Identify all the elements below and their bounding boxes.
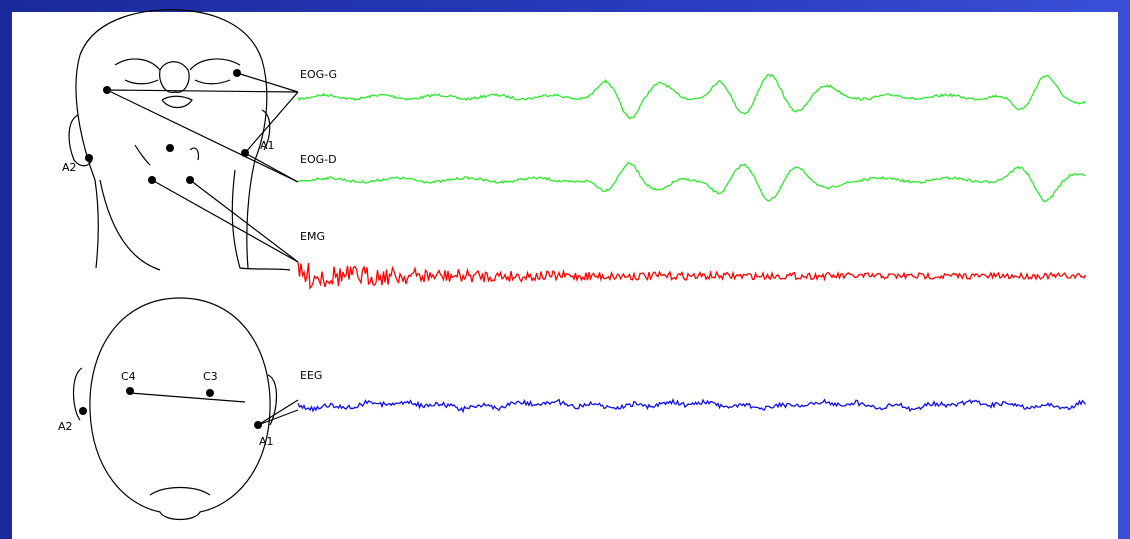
electrode-label: C3 (203, 370, 218, 383)
diagram: A2 A1 C4 C3 A2 A1 EOG-G EOG-D EMG EEG (0, 0, 1130, 539)
signal-label: EMG (300, 230, 325, 243)
electrode-label: A1 (260, 139, 275, 152)
electrode-label: A2 (58, 420, 73, 433)
electrode-label: A1 (259, 435, 274, 448)
signal-label: EOG-G (300, 68, 337, 81)
electrode-label: C4 (121, 370, 136, 383)
signal-label: EOG-D (300, 153, 337, 166)
signal-label: EEG (300, 369, 322, 382)
slide: A2 A1 C4 C3 A2 A1 EOG-G EOG-D EMG EEG (0, 0, 1130, 539)
electrode-label: A2 (62, 161, 77, 174)
